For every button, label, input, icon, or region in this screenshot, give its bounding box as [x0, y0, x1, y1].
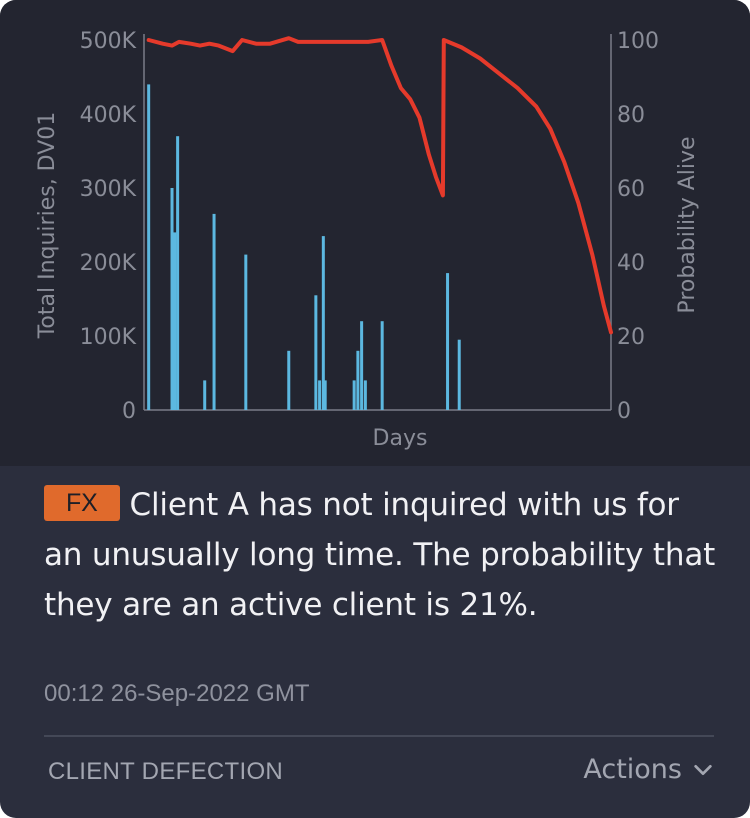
inquiry-bar — [446, 273, 450, 410]
inquiry-bar — [176, 136, 180, 410]
chart-area: 500K 400K 300K 200K 100K 0 100 80 60 40 20 0 Days … — [0, 0, 750, 466]
y-left-tick-label: 0 — [122, 399, 136, 424]
probability-alive-line — [146, 36, 613, 335]
inquiry-bar — [323, 380, 327, 410]
y-left-tick-label: 100K — [80, 325, 137, 350]
y-left-tick-label: 200K — [80, 251, 137, 276]
asset-class-badge: FX — [44, 485, 120, 521]
y-right-axis-title: Probability Alive — [675, 136, 700, 313]
divider — [44, 735, 714, 737]
inquiry-bar — [318, 380, 322, 410]
inquiry-bar — [173, 232, 177, 410]
alert-message-text: Client A has not inquired with us for an… — [44, 487, 716, 623]
actions-label: Actions — [583, 754, 682, 785]
alert-message: FX Client A has not inquired with us for … — [44, 480, 724, 630]
y-right-tick-label: 80 — [617, 103, 645, 128]
y-right-tick-label: 0 — [617, 399, 631, 424]
inquiry-bar — [321, 236, 325, 410]
inquiry-bar — [360, 321, 364, 410]
inquiry-bar — [203, 380, 207, 410]
alert-message-area: FX Client A has not inquired with us for … — [44, 480, 724, 630]
chevron-down-icon — [694, 764, 712, 775]
y-left-tick-label: 500K — [80, 29, 137, 54]
y-left-tick-label: 300K — [80, 177, 137, 202]
actions-button[interactable]: Actions — [583, 754, 714, 785]
y-left-tick-label: 400K — [80, 103, 137, 128]
inquiry-bar — [147, 84, 151, 411]
inquiry-bar — [380, 321, 384, 410]
inquiry-bar — [356, 350, 360, 410]
x-axis-title: Days — [373, 426, 428, 451]
inquiry-bar — [212, 213, 216, 410]
inquiry-bar — [363, 380, 367, 410]
inquiry-bar — [244, 254, 248, 410]
y-right-tick-label: 40 — [617, 251, 645, 276]
y-left-axis-title: Total Inquiries, DV01 — [35, 112, 60, 340]
y-right-tick-label: 100 — [617, 29, 659, 54]
inquiry-bar — [287, 350, 291, 410]
inquiry-bar — [314, 295, 318, 410]
alert-category: CLIENT DEFECTION — [48, 758, 284, 785]
inquiry-bar — [457, 339, 461, 410]
inquiry-bar — [352, 380, 356, 410]
inquiry-bar — [170, 188, 174, 410]
alert-timestamp: 00:12 26-Sep-2022 GMT — [44, 680, 310, 707]
y-right-tick-label: 60 — [617, 177, 645, 202]
y-right-tick-label: 20 — [617, 325, 645, 350]
